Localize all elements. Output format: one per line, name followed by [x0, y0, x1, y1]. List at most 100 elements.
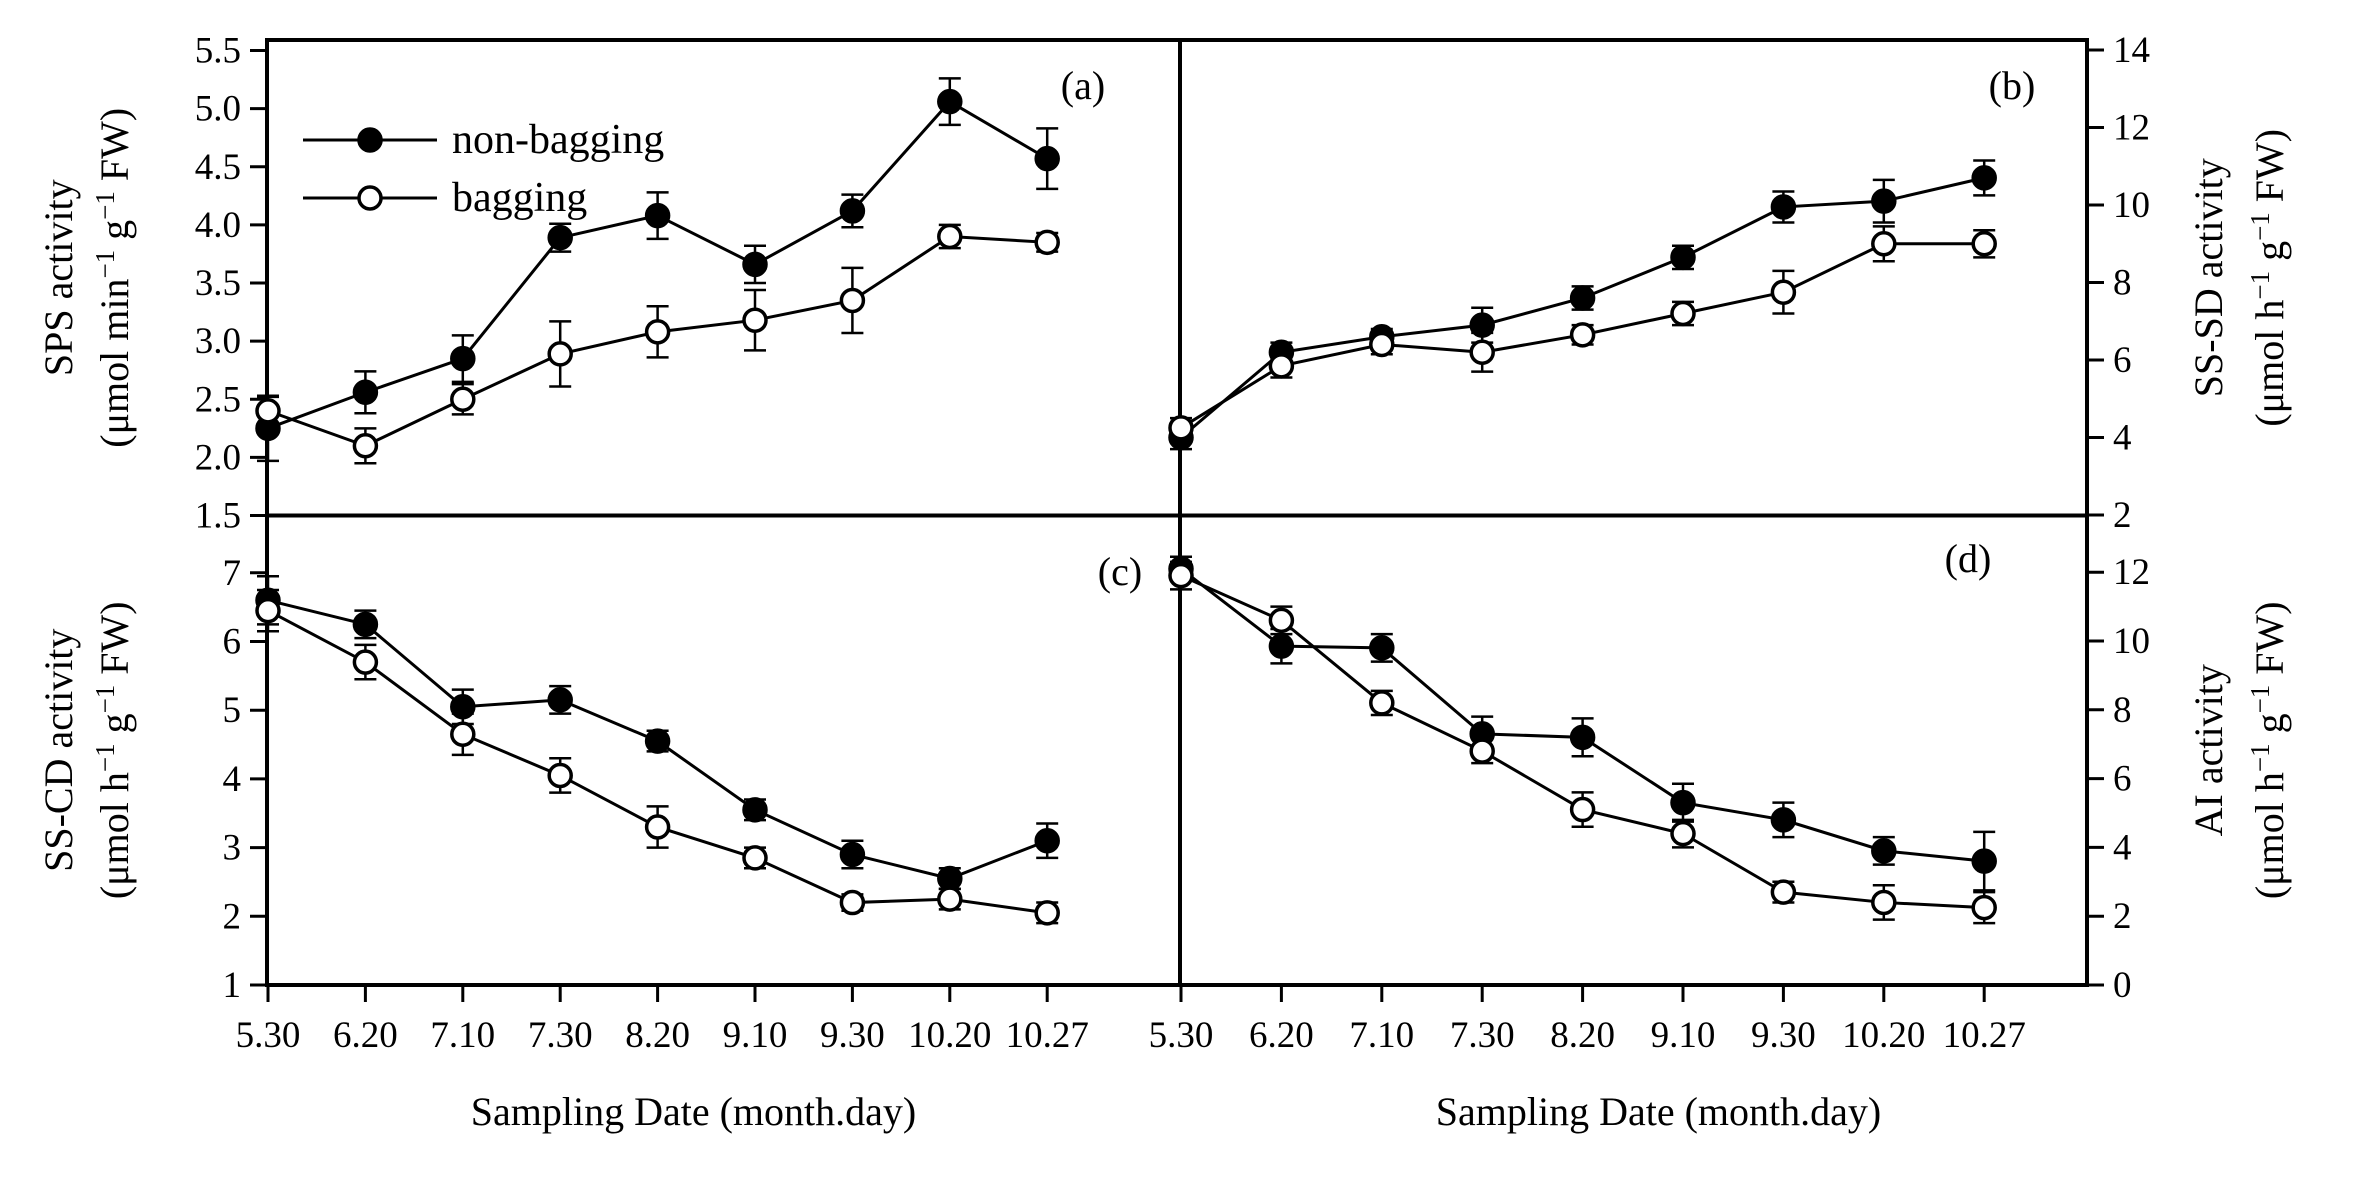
- data-point-open-circle: [742, 845, 768, 871]
- x-tick-label: 5.30: [1149, 1015, 1214, 1056]
- legend: non-bagging bagging: [303, 117, 664, 221]
- y-tick-label: 14: [2113, 30, 2150, 71]
- x-tick-label: 10.20: [908, 1015, 991, 1056]
- data-point-filled-circle: [839, 198, 866, 224]
- y-tick-label: 12: [2113, 552, 2150, 593]
- x-tick-label: 9.10: [1651, 1015, 1716, 1056]
- data-point-filled-circle: [1971, 848, 1997, 874]
- data-point-filled-circle: [1871, 838, 1897, 864]
- y-tick-label: 4: [2113, 827, 2132, 868]
- y-axis-title: SS-SD activity: [2186, 158, 2231, 397]
- data-point-filled-circle: [644, 202, 671, 229]
- y-axis-title: AI activity: [2186, 664, 2231, 836]
- data-point-open-circle: [1469, 339, 1495, 365]
- y-tick-label: 2.5: [195, 379, 241, 420]
- legend-label: bagging: [452, 175, 587, 221]
- panel-letter: (a): [1061, 63, 1105, 108]
- data-point-open-circle: [1871, 889, 1897, 916]
- y-tick-label: 2: [2113, 495, 2132, 536]
- data-point-filled-circle: [839, 841, 866, 868]
- data-point-open-circle: [742, 307, 768, 333]
- data-point-open-circle: [1971, 231, 1997, 257]
- data-point-open-circle: [1034, 900, 1060, 926]
- x-tick-label: 8.20: [625, 1015, 690, 1056]
- y-axis-right: 14 12 10 8 6 4 2: [2087, 30, 2150, 536]
- x-tick-label: 7.30: [528, 1015, 593, 1056]
- y-axis-left: 5.5 5.0 4.5 4.0 3.5 3.0 2.5 2.0 1.5: [195, 31, 267, 537]
- panel-b: 14 12 10 8 6 4 2 (b) SS-SD activity (μmol h−1​ g−…: [1168, 30, 2292, 536]
- data-point-filled-circle: [352, 611, 379, 638]
- y-tick-label: 10: [2113, 185, 2150, 226]
- y-tick-label: 12: [2113, 108, 2150, 149]
- data-point-open-circle: [1168, 562, 1194, 589]
- series-bagging: [255, 588, 1060, 926]
- x-tick-label: 7.10: [430, 1015, 495, 1056]
- data-point-open-circle: [1369, 690, 1395, 716]
- y-tick-label: 1: [223, 965, 242, 1006]
- data-point-filled-circle: [1670, 244, 1696, 271]
- series-non-bagging: [255, 77, 1060, 463]
- x-tick-label: 9.10: [723, 1015, 788, 1056]
- series-bagging: [255, 223, 1060, 465]
- data-point-open-circle: [1469, 738, 1495, 764]
- x-tick-label: 10.20: [1842, 1015, 1925, 1056]
- data-point-filled-circle: [1770, 807, 1797, 833]
- y-tick-label: 4: [2113, 418, 2132, 459]
- data-point-open-circle: [1770, 279, 1797, 305]
- y-tick-label: 7: [223, 553, 242, 594]
- data-point-filled-circle: [1268, 633, 1295, 659]
- x-tick-label: 6.20: [333, 1015, 398, 1056]
- data-point-filled-circle: [450, 345, 476, 372]
- y-axis-right: 12 10 8 6 4 2 0: [2087, 552, 2150, 1006]
- x-axis-ticks: 5.30 6.20 7.10 7.30 8.20 9.10 9.30 10.20 10.27: [1149, 985, 2026, 1056]
- panel-letter: (d): [1945, 536, 1992, 581]
- x-axis-ticks: 5.30 6.20 7.10 7.30 8.20 9.10 9.30 10.20 10.27: [236, 985, 1089, 1056]
- data-point-filled-circle: [742, 797, 768, 823]
- data-point-open-circle: [1971, 894, 1997, 921]
- data-point-open-circle: [1770, 879, 1797, 905]
- data-point-filled-circle: [937, 865, 963, 892]
- outer-frame: [265, 38, 2089, 987]
- y-tick-label: 5: [223, 690, 242, 731]
- series-bagging: [1168, 225, 1997, 441]
- data-point-open-circle: [547, 341, 573, 367]
- y-axis-left: 7 6 5 4 3 2 1: [223, 553, 267, 1006]
- data-point-open-circle: [644, 319, 671, 345]
- data-point-filled-circle: [1670, 789, 1696, 816]
- y-tick-label: 2.0: [195, 437, 241, 478]
- data-point-open-circle: [1369, 331, 1395, 358]
- y-tick-label: 5.5: [195, 31, 241, 72]
- y-axis-title-units: (μmol min−1​ g−1​ FW): [90, 108, 137, 448]
- data-point-open-circle: [937, 223, 963, 250]
- x-tick-label: 6.20: [1249, 1015, 1314, 1056]
- y-tick-label: 8: [2113, 263, 2132, 304]
- x-axis-titles: Sampling Date (month.day) Sampling Date (…: [471, 1089, 1881, 1134]
- data-point-filled-circle: [937, 88, 963, 115]
- data-point-open-circle: [1168, 415, 1194, 441]
- y-tick-label: 4: [223, 759, 242, 800]
- x-tick-label: 10.27: [1006, 1015, 1089, 1056]
- data-point-filled-circle: [644, 728, 671, 754]
- legend-label: non-bagging: [452, 117, 664, 163]
- data-point-open-circle: [255, 398, 281, 424]
- data-point-open-circle: [255, 597, 281, 624]
- y-tick-label: 4.5: [195, 147, 241, 188]
- data-point-filled-circle: [1971, 165, 1997, 191]
- data-point-open-circle: [1670, 300, 1696, 327]
- data-point-open-circle: [450, 386, 476, 412]
- data-point-open-circle: [352, 649, 379, 675]
- data-point-filled-circle: [1569, 285, 1596, 311]
- x-axis-title-left: Sampling Date (month.day): [471, 1089, 916, 1134]
- x-tick-label: 8.20: [1550, 1015, 1615, 1056]
- y-tick-label: 5.0: [195, 89, 241, 130]
- data-point-filled-circle: [1034, 827, 1060, 854]
- panel-a: 5.5 5.0 4.5 4.0 3.5 3.0 2.5 2.0 1.5 (a) SPS activi…: [36, 31, 1105, 537]
- data-point-open-circle: [1569, 322, 1596, 348]
- data-point-filled-circle: [547, 224, 573, 251]
- y-tick-label: 1.5: [195, 496, 241, 537]
- figure-frame: [265, 38, 2089, 987]
- x-tick-label: 7.30: [1450, 1015, 1515, 1056]
- series-bagging: [1168, 560, 1997, 925]
- data-point-open-circle: [937, 886, 963, 912]
